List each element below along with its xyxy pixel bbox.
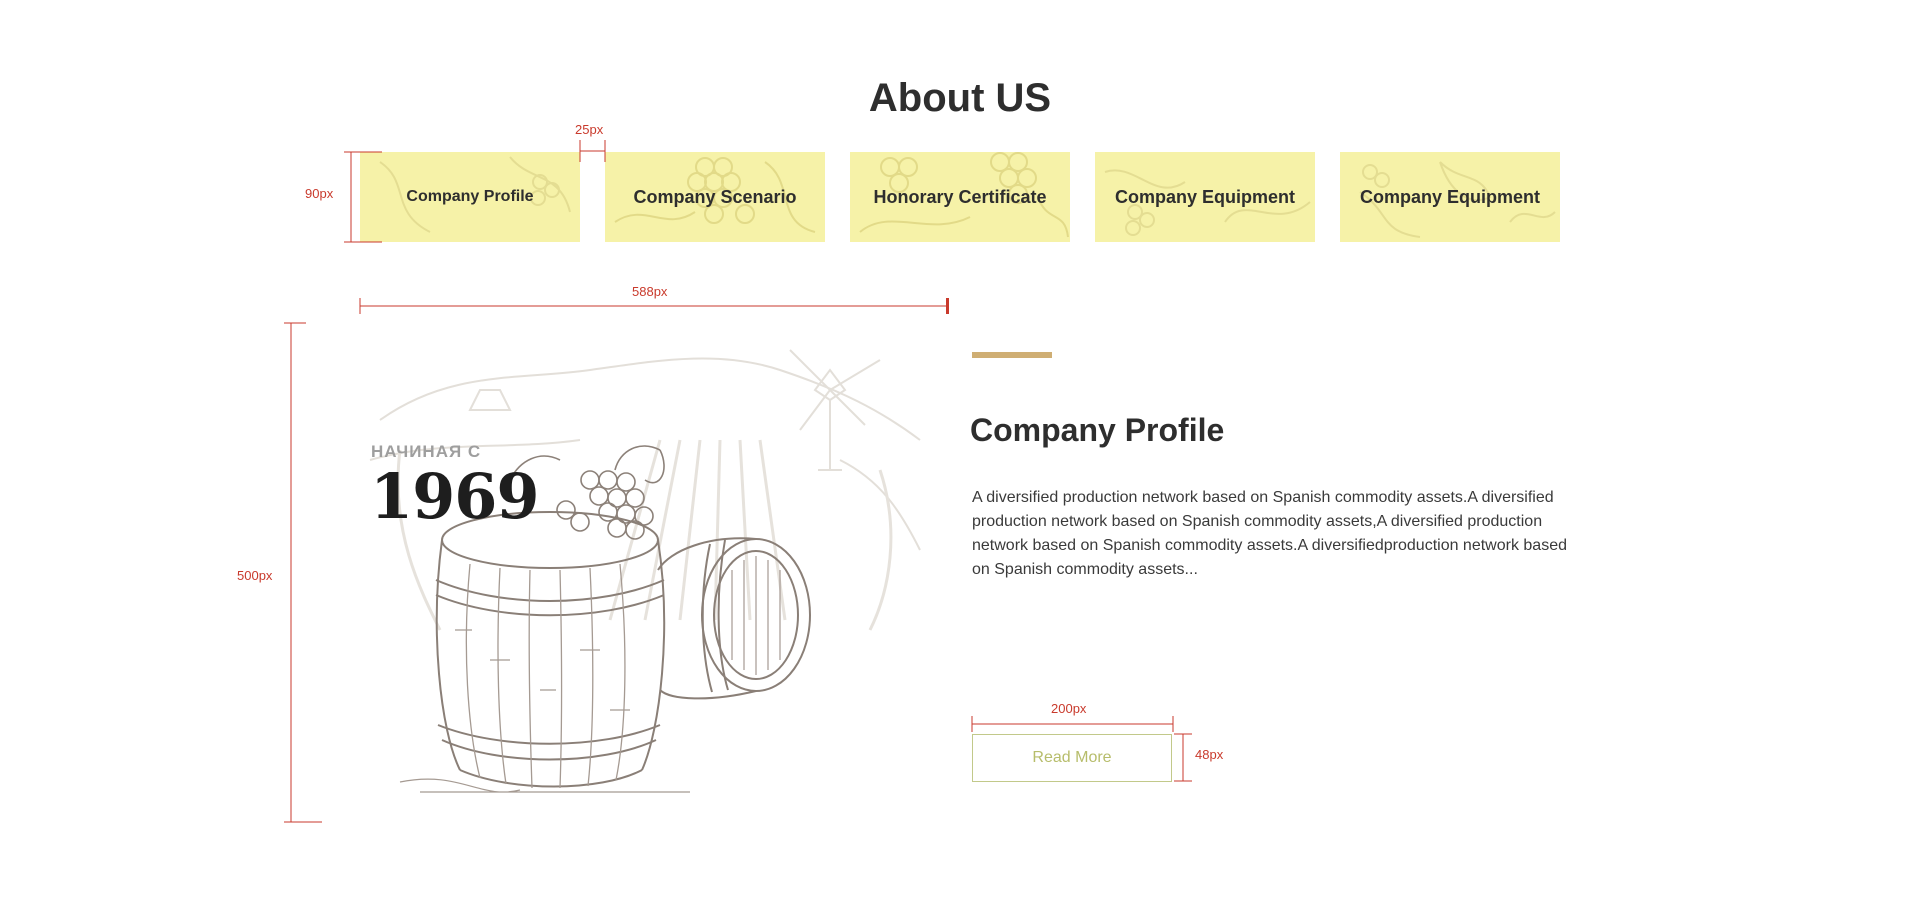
since-year: 1969 [370,460,540,533]
image-height-annotation: 500px [237,568,273,583]
tab-gap-dimension-line [579,140,606,162]
tab-company-scenario[interactable]: Company Scenario [605,152,825,242]
section-title: Company Profile [970,412,1225,448]
tab-label: Honorary Certificate [873,186,1047,207]
tab-company-equipment-2[interactable]: Company Equipment [1340,152,1560,242]
image-width-dimension-line [359,298,949,314]
tab-honorary-certificate[interactable]: Honorary Certificate [850,152,1070,242]
wine-barrel-illustration-icon [369,349,921,793]
tab-company-profile[interactable]: Company Profile [360,152,580,242]
section-description: A diversified production network based o… [972,489,1567,578]
button-width-annotation: 200px [1051,701,1087,716]
grape-pattern-icon [1359,161,1556,238]
tab-label: Company Profile [406,188,534,205]
tab-label: Company Scenario [633,186,797,207]
grape-pattern-icon [379,156,571,233]
tab-height-dimension-line [344,151,382,243]
tab-company-equipment[interactable]: Company Equipment [1095,152,1315,242]
page-title: About US [868,76,1052,120]
button-height-annotation: 48px [1195,747,1224,762]
grape-pattern-icon [859,152,1069,238]
since-label: НАЧИНАЯ С [371,442,482,461]
image-height-dimension-line [284,322,322,823]
tab-height-annotation: 90px [305,186,334,201]
tab-label: Company Equipment [1359,186,1540,207]
read-more-button[interactable]: Read More [972,734,1172,782]
button-height-dimension-line [1174,733,1192,782]
accent-bar [972,352,1052,358]
tab-label: Company Equipment [1114,186,1295,207]
image-width-annotation: 588px [632,284,668,299]
grape-pattern-icon [614,157,816,233]
tab-gap-annotation: 25px [575,122,604,137]
button-width-dimension-line [971,716,1174,732]
grape-pattern-icon [1104,169,1311,236]
